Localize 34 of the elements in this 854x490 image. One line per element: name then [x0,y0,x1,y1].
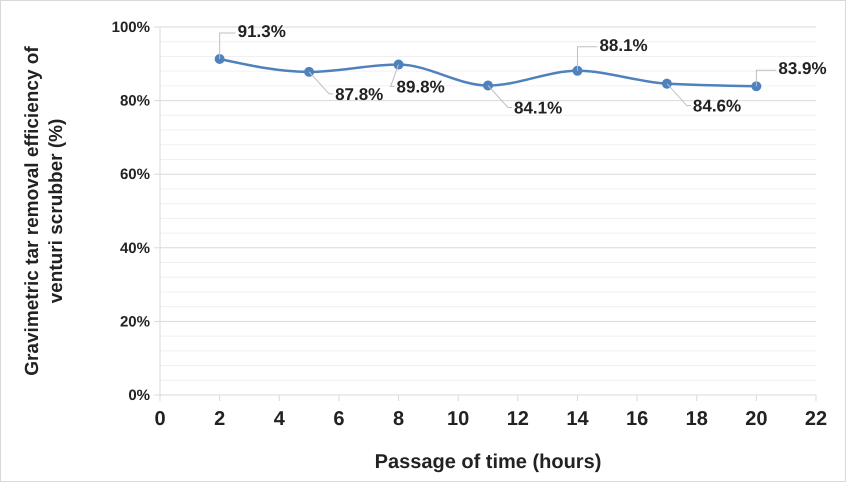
data-label: 89.8% [396,78,445,97]
point [751,81,762,92]
y-axis-title: Gravimetric tar removal efficiency of venturi scrubber (%) [21,45,68,378]
data-label: 83.9% [778,59,827,78]
point [394,60,404,70]
x-tick-label: 22 [804,408,828,430]
data-label: 84.1% [514,98,562,118]
y-tick-label: 100% [112,19,150,36]
y-tick-label: 60% [120,166,150,184]
x-tick-label: 10 [447,408,470,430]
x-tick-label: 4 [274,408,286,430]
point [572,66,582,76]
data-label: 88.1% [599,36,648,55]
point [214,54,225,64]
x-axis-title: Passage of time (hours) [374,451,602,473]
x-tick-label: 18 [686,408,708,430]
x-tick-label: 8 [392,408,404,430]
data-label: 84.6% [692,96,742,116]
point [483,80,493,91]
x-tick-label: 14 [566,408,590,430]
data-label: 87.8% [335,84,384,104]
y-tick-label: 40% [120,240,150,257]
y-tick-label: 0% [128,387,150,404]
point [662,78,672,89]
x-tick-label: 16 [626,408,648,430]
y-tick-label: 80% [120,92,150,110]
y-tick-label: 20% [120,313,150,330]
x-tick-label: 20 [745,408,768,430]
x-tick-label: 12 [506,408,529,430]
x-tick-label: 2 [214,408,226,430]
point [304,66,314,77]
data-label: 91.3% [238,22,286,42]
x-tick-label: 6 [333,408,344,430]
x-tick-label: 0 [154,408,166,430]
